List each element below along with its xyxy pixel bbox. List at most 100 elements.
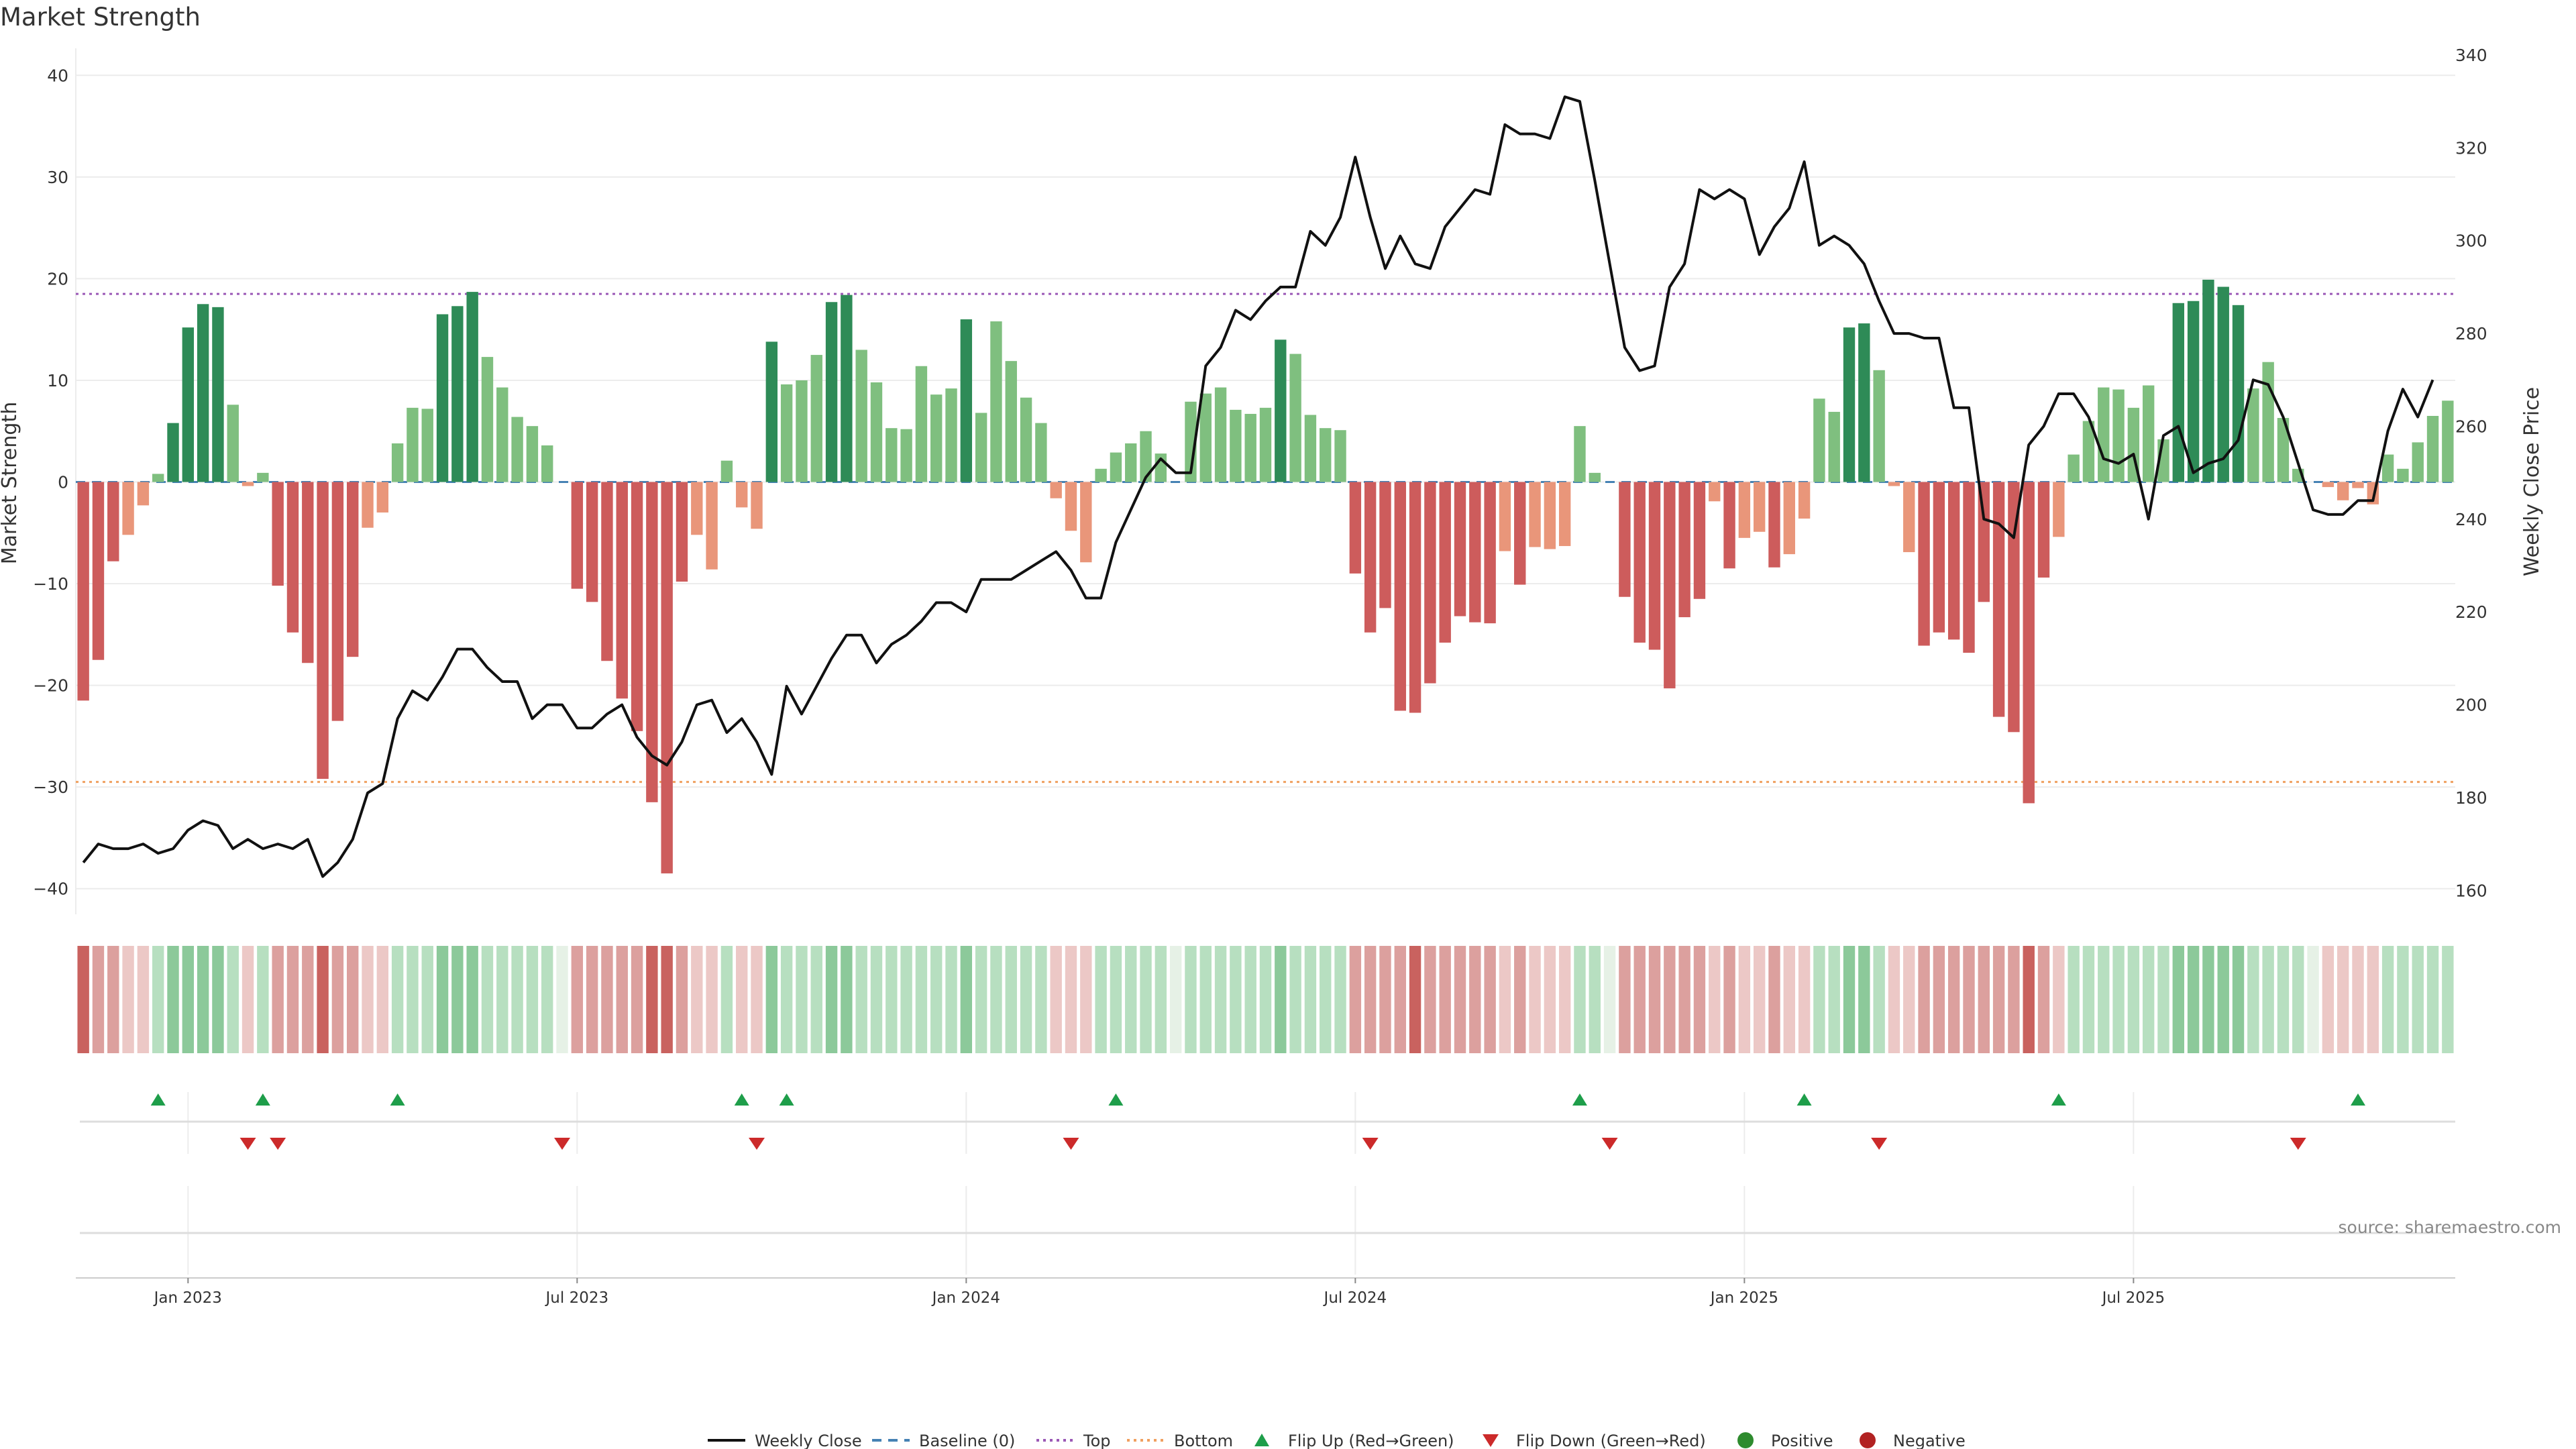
strip-cell	[2307, 946, 2319, 1053]
strength-bar	[1903, 482, 1915, 553]
strip-cell	[556, 946, 568, 1053]
strip-cell	[765, 946, 778, 1053]
strength-bar	[376, 482, 389, 513]
strength-bar	[586, 482, 598, 602]
strength-bar	[1439, 482, 1451, 643]
strength-bar	[137, 482, 150, 506]
strength-bar	[257, 472, 269, 482]
strip-cell	[2322, 946, 2334, 1053]
left-tick-label: −40	[33, 879, 68, 899]
strip-cell	[1738, 946, 1751, 1053]
strength-bar	[930, 394, 943, 482]
flip-down-marker	[554, 1138, 571, 1150]
strength-bar	[2262, 362, 2274, 482]
strength-bar	[1589, 472, 1601, 482]
strip-cell	[1574, 946, 1586, 1053]
right-axis-title: Weekly Close Price	[2520, 387, 2544, 576]
strip-cell	[1304, 946, 1317, 1053]
strip-cell	[1888, 946, 1900, 1053]
strip-cell	[1933, 946, 1945, 1053]
strip-cell	[1095, 946, 1107, 1053]
strength-bar	[1768, 482, 1780, 568]
strength-bar	[2232, 305, 2245, 482]
strength-bar	[331, 482, 344, 721]
strength-bar	[1574, 426, 1586, 482]
strip-cell	[841, 946, 853, 1053]
strength-bar	[1334, 430, 1346, 482]
strength-bar	[855, 350, 867, 482]
strength-bar	[1020, 397, 1032, 482]
strip-cell	[945, 946, 957, 1053]
strength-bar	[496, 387, 508, 482]
strip-cell	[317, 946, 329, 1053]
strength-bar	[421, 409, 433, 482]
strip-cell	[1693, 946, 1706, 1053]
close-price-line	[82, 95, 2434, 878]
strength-bar	[272, 482, 284, 586]
strip-cell	[1768, 946, 1780, 1053]
strip-cell	[2202, 946, 2214, 1053]
strip-cell	[2172, 946, 2184, 1053]
strip-cell	[1558, 946, 1571, 1053]
strip-cell	[2217, 946, 2229, 1053]
legend-dot-icon	[1860, 1432, 1876, 1448]
strength-bar	[825, 302, 838, 482]
strength-bar	[736, 482, 748, 508]
strip-cell	[2023, 946, 2035, 1053]
strength-bar	[1738, 482, 1751, 538]
strip-cell	[1005, 946, 1017, 1053]
left-tick-label: −20	[33, 676, 68, 696]
strength-bar	[960, 319, 973, 482]
strength-bar	[571, 482, 584, 589]
strength-bar	[1469, 482, 1481, 623]
chart-title: Market Strength	[0, 3, 201, 32]
strength-bar	[1185, 401, 1197, 482]
strip-cell	[1544, 946, 1556, 1053]
strip-cell	[2112, 946, 2125, 1053]
strength-bar	[2023, 482, 2035, 804]
strip-cell	[1619, 946, 1631, 1053]
strength-bar	[1828, 411, 1840, 482]
legend-dot-icon	[1737, 1432, 1754, 1448]
flip-up-marker	[1796, 1093, 1812, 1106]
flip-up-marker	[1108, 1093, 1124, 1106]
right-tick-label: 220	[2455, 602, 2487, 622]
strength-bar	[1843, 327, 1856, 482]
strip-cell	[2098, 946, 2110, 1053]
strip-cell	[1454, 946, 1466, 1053]
legend-label: Top	[1083, 1432, 1111, 1449]
strip-cell	[466, 946, 478, 1053]
strip-cell	[1664, 946, 1676, 1053]
strength-bar	[796, 380, 808, 482]
strength-bar	[1125, 443, 1137, 482]
strip-cell	[451, 946, 464, 1053]
strip-cell	[1185, 946, 1197, 1053]
strip-cell	[720, 946, 733, 1053]
strength-bar	[1664, 482, 1676, 689]
strip-cell	[2053, 946, 2065, 1053]
strip-cell	[1020, 946, 1032, 1053]
strength-bar	[167, 423, 179, 482]
strip-cell	[2127, 946, 2140, 1053]
strip-cell	[2367, 946, 2379, 1053]
strength-bar	[990, 321, 1002, 482]
strength-bar	[436, 314, 449, 482]
strip-cell	[1155, 946, 1167, 1053]
strip-cell	[646, 946, 658, 1053]
strip-cell	[347, 946, 359, 1053]
strength-bar	[1633, 482, 1646, 643]
strength-bar	[601, 482, 613, 661]
strength-bar	[1394, 482, 1406, 711]
strength-bar	[212, 307, 224, 482]
right-tick-label: 240	[2455, 510, 2487, 529]
date-axis-ticks: Jan 2023 Jul 2023 Jan 2024 Jul 2024 Jan 2025…	[76, 1277, 2455, 1307]
strip-cell	[1753, 946, 1766, 1053]
strength-bar	[77, 482, 89, 701]
strength-bar	[1230, 409, 1242, 482]
legend-label: Positive	[1771, 1432, 1833, 1449]
strength-bar	[706, 482, 718, 570]
strip-cell	[706, 946, 718, 1053]
date-tick-label: Jul 2023	[545, 1289, 609, 1307]
strength-bar	[107, 482, 119, 561]
strip-cell	[990, 946, 1002, 1053]
